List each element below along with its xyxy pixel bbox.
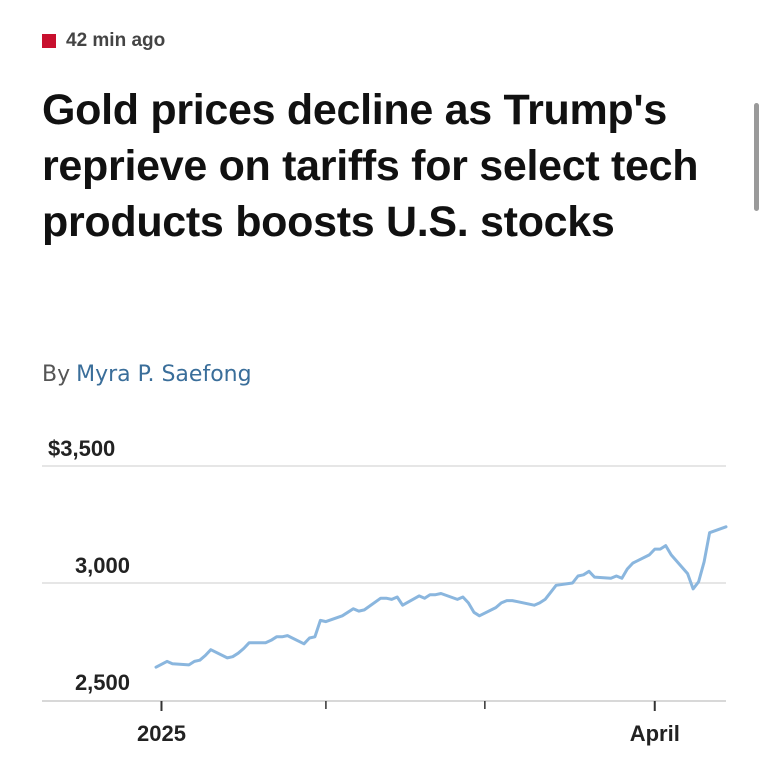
gold-price-line: [154, 525, 728, 669]
byline-prefix: By: [42, 362, 71, 387]
x-tick-label: 2025: [137, 721, 186, 746]
live-square-icon: [42, 34, 56, 48]
article-meta: 42 min ago: [42, 30, 165, 52]
headline[interactable]: Gold prices decline as Trump's reprieve …: [42, 86, 699, 246]
byline: By Myra P. Saefong: [42, 362, 252, 387]
y-tick-label: 2,500: [75, 670, 130, 695]
y-tick-label: 3,000: [75, 553, 130, 578]
y-tick-label: $3,500: [48, 436, 115, 461]
chart-svg: $3,500 3,000 2,500 2025 April: [42, 436, 728, 746]
gold-price-chart: $3,500 3,000 2,500 2025 April: [0, 420, 768, 768]
scrollbar[interactable]: [754, 103, 759, 211]
x-tick-label: April: [630, 721, 680, 746]
author-link[interactable]: Myra P. Saefong: [76, 362, 252, 387]
timestamp: 42 min ago: [66, 30, 166, 51]
